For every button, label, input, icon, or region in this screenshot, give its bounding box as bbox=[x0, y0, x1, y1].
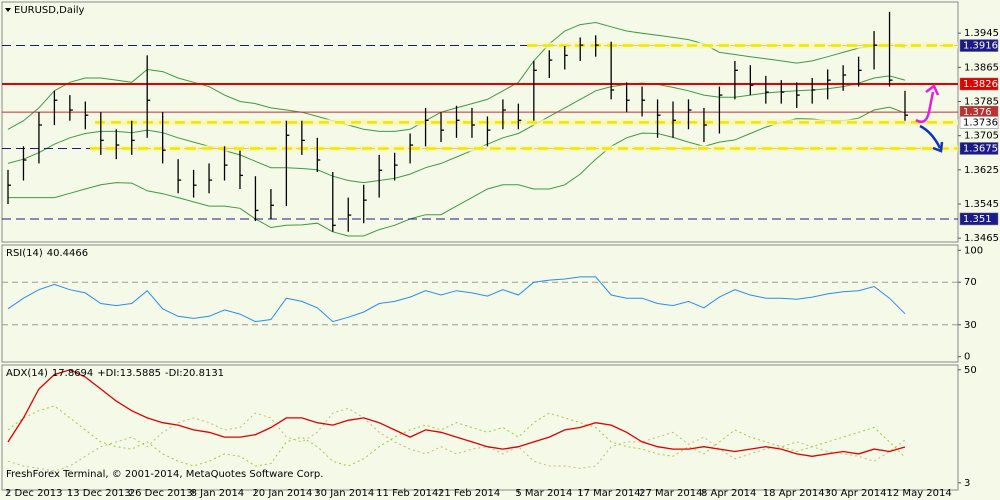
y-tick-label: 30 bbox=[964, 320, 977, 331]
down-arrowhead bbox=[932, 141, 944, 153]
level-label-box bbox=[959, 212, 999, 226]
series-value: 17.8694 bbox=[52, 368, 93, 379]
x-tick-label: 30 Jan 2014 bbox=[314, 488, 374, 499]
indicator-header: ADX(14) 17.8694 +DI:13.5885 -DI:20.8131 bbox=[6, 368, 224, 379]
x-tick-label: 5 Mar 2014 bbox=[515, 488, 572, 499]
rsi-panel bbox=[1, 244, 959, 363]
adx-panel bbox=[1, 364, 959, 491]
indicator-line bbox=[7, 405, 906, 467]
level-label-box bbox=[959, 116, 999, 129]
indicator-name: RSI(14) bbox=[6, 248, 43, 259]
x-tick-label: 26 Dec 2013 bbox=[129, 488, 193, 499]
up-arrow bbox=[915, 91, 935, 123]
bollinger-lower bbox=[8, 106, 906, 237]
level-label-box bbox=[959, 77, 999, 91]
level-label: 1.376 bbox=[963, 107, 992, 118]
indicator-value: 40.4466 bbox=[47, 248, 88, 259]
x-tick-label: 30 Apr 2014 bbox=[825, 488, 887, 499]
x-tick-label: 12 May 2014 bbox=[887, 488, 952, 499]
indicator-line bbox=[7, 369, 906, 457]
x-tick-label: 11 Feb 2014 bbox=[376, 488, 438, 499]
y-tick-label: 3 bbox=[964, 478, 970, 489]
x-tick-label: 27 Mar 2014 bbox=[639, 488, 702, 499]
x-tick-label: 17 Mar 2014 bbox=[577, 488, 640, 499]
y-tick-label: 1.3865 bbox=[964, 62, 999, 73]
x-tick-label: 2 Dec 2013 bbox=[5, 488, 63, 499]
level-label-box bbox=[959, 142, 999, 155]
series-value: 20.8131 bbox=[183, 368, 224, 379]
level-label: 1.3675 bbox=[963, 143, 998, 154]
chart-title: EURUSD,Daily bbox=[14, 5, 85, 16]
y-tick-label: 1.3545 bbox=[964, 199, 999, 210]
up-arrowhead bbox=[925, 84, 940, 96]
annotation-arrows bbox=[915, 84, 944, 153]
chart-layer: 1.3465 1.3545 1.3625 1.3705 1.3785 1.3865 1.39… bbox=[2, 5, 999, 499]
y-tick-label: 1.3785 bbox=[964, 97, 999, 108]
indicator-line bbox=[7, 276, 906, 323]
down-arrow bbox=[919, 124, 942, 149]
indicator-header: RSI(14) 40.4466 bbox=[6, 248, 88, 259]
title-marker bbox=[5, 8, 11, 12]
x-tick-label: 8 Apr 2014 bbox=[701, 488, 756, 499]
x-tick-label: 8 Jan 2014 bbox=[191, 488, 245, 499]
y-tick-label: 70 bbox=[964, 277, 977, 288]
level-label: 1.3826 bbox=[963, 79, 998, 90]
level-label: 1.3916 bbox=[963, 41, 998, 52]
y-tick-label: 100 bbox=[964, 245, 983, 256]
level-label: 1.351 bbox=[963, 214, 992, 225]
series-name: +DI: bbox=[97, 368, 119, 379]
footer: FreshForex Terminal, © 2001-2014, MetaQu… bbox=[6, 469, 323, 480]
series-name: -DI: bbox=[165, 368, 183, 379]
y-tick-label: 1.3625 bbox=[964, 165, 999, 176]
y-tick-label: 1.3945 bbox=[964, 28, 999, 39]
bollinger-middle bbox=[7, 75, 906, 184]
y-tick-label: 50 bbox=[964, 365, 977, 376]
level-label-box bbox=[959, 39, 999, 52]
x-tick-label: 18 Apr 2014 bbox=[763, 488, 825, 499]
x-tick-label: 21 Feb 2014 bbox=[438, 488, 500, 499]
y-tick-label: 1.3705 bbox=[964, 131, 999, 142]
level-label: 1.3736 bbox=[963, 117, 998, 128]
x-tick-label: 13 Dec 2013 bbox=[67, 488, 131, 499]
y-tick-label: 1.3465 bbox=[964, 233, 999, 244]
y-tick-label: 0 bbox=[964, 352, 970, 363]
series-value: 13.5885 bbox=[120, 368, 161, 379]
series-name: ADX(14) bbox=[6, 368, 48, 379]
x-tick-label: 20 Jan 2014 bbox=[252, 488, 312, 499]
